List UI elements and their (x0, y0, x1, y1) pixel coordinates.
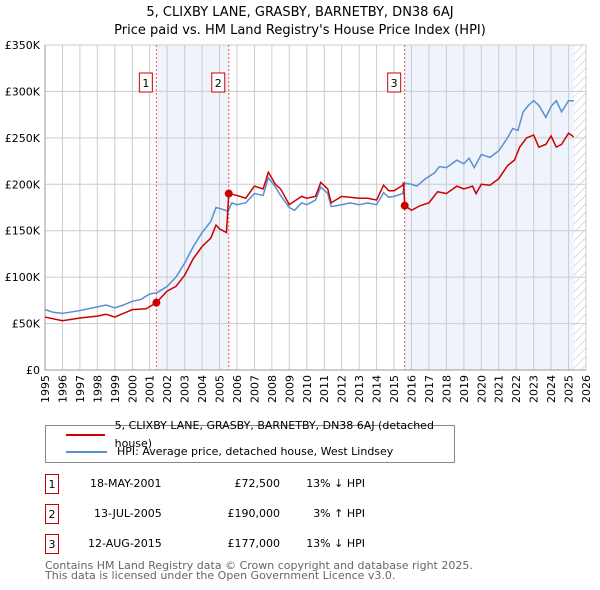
sale-date: 13-JUL-2005 (94, 507, 162, 520)
forecast-hatch (573, 45, 586, 370)
x-tick-label: 2010 (301, 375, 314, 403)
y-tick-label: £100K (5, 271, 41, 284)
sale-marker-badge: 1 (45, 474, 59, 494)
x-tick-label: 2021 (493, 375, 506, 403)
y-tick-label: £0 (26, 364, 40, 377)
x-tick-label: 2008 (266, 375, 279, 403)
legend-item-property: 5, CLIXBY LANE, GRASBY, BARNETBY, DN38 6… (66, 419, 454, 450)
x-tick-label: 2009 (283, 375, 296, 403)
sale-marker-badge: 3 (45, 534, 59, 554)
sale-delta: 13% ↓ HPI (306, 537, 365, 550)
legend-label: 5, CLIXBY LANE, GRASBY, BARNETBY, DN38 6… (114, 419, 434, 450)
x-tick-label: 2024 (545, 375, 558, 403)
y-tick-label: £150K (5, 225, 41, 238)
x-tick-label: 2025 (563, 375, 576, 403)
sale-label-box (387, 72, 402, 93)
x-tick-label: 2003 (179, 375, 192, 403)
sale-delta: 3% ↑ HPI (313, 507, 365, 520)
property-line (44, 132, 575, 322)
sale-price: £177,000 (227, 537, 281, 550)
x-tick-label: 1997 (74, 375, 87, 403)
title-line: 5, CLIXBY LANE, GRASBY, BARNETBY, DN38 6… (146, 5, 454, 20)
x-tick-label: 2004 (196, 375, 209, 403)
x-tick-label: 2023 (528, 375, 541, 403)
sale-label: 1 (142, 77, 149, 90)
sale-row: 1 18-MAY-2001 £72,500 13% ↓ HPI (45, 474, 445, 494)
sale-marker-badge: 2 (45, 504, 59, 524)
x-tick-label: 2005 (214, 375, 227, 403)
sale-price: £72,500 (234, 477, 281, 490)
x-tick-label: 1996 (56, 375, 69, 403)
sale-label: 3 (391, 77, 398, 90)
y-tick-label: £50K (12, 318, 41, 331)
x-tick-label: 1999 (109, 375, 122, 403)
x-tick-label: 2006 (231, 375, 244, 403)
x-tick-label: 2022 (510, 375, 523, 403)
shaded-range (404, 45, 574, 370)
x-tick-label: 2012 (336, 375, 349, 403)
sale-row: 3 12-AUG-2015 £177,000 13% ↓ HPI (45, 534, 445, 554)
sale-point (152, 298, 161, 307)
sale-label-box (211, 72, 226, 93)
legend-label: HPI: Average price, detached house, West… (117, 445, 394, 458)
chart: 1995 1996 1997 1998 1999 2000 2001 2002 2003 2004… (5, 39, 593, 403)
x-tick-label: 2015 (388, 375, 401, 403)
x-tick-label: 2007 (248, 375, 261, 403)
x-tick-label: 2018 (440, 375, 453, 403)
sale-date: 18-MAY-2001 (90, 477, 162, 490)
sale-label: 2 (215, 77, 222, 90)
x-tick-label: 2020 (475, 375, 488, 403)
subtitle-line: Price paid vs. HM Land Registry's House … (114, 23, 486, 38)
sale-row: 2 13-JUL-2005 £190,000 3% ↑ HPI (45, 504, 445, 524)
x-tick-label: 2013 (353, 375, 366, 403)
sale-point (400, 201, 409, 210)
chart-title: 5, CLIXBY LANE, GRASBY, BARNETBY, DN38 6… (0, 4, 600, 40)
sale-label-box (138, 72, 153, 93)
x-tick-label: 1998 (91, 375, 104, 403)
hpi-line (44, 99, 574, 315)
x-tick-label: 2017 (423, 375, 436, 403)
x-tick-label: 2001 (144, 375, 157, 403)
x-tick-label: 1995 (39, 375, 52, 403)
sale-delta: 13% ↓ HPI (306, 477, 365, 490)
y-tick-label: £300K (5, 85, 41, 98)
x-tick-label: 2019 (458, 375, 471, 403)
legend-swatch-blue (66, 451, 107, 453)
sale-price: £190,000 (227, 507, 281, 520)
legend-item-hpi: HPI: Average price, detached house, West… (66, 443, 393, 461)
footer-line: This data is licensed under the Open Gov… (45, 569, 396, 582)
legend: 5, CLIXBY LANE, GRASBY, BARNETBY, DN38 6… (45, 419, 455, 463)
x-tick-label: 2002 (161, 375, 174, 403)
sale-date: 12-AUG-2015 (88, 537, 162, 550)
sale-point (224, 189, 233, 198)
x-tick-label: 2000 (126, 375, 139, 403)
x-tick-label: 2016 (405, 375, 418, 403)
legend-swatch-red (66, 434, 105, 436)
y-tick-label: £350K (5, 39, 41, 52)
y-tick-label: £200K (5, 178, 41, 191)
x-tick-label: 2011 (318, 375, 331, 403)
x-tick-label: 2014 (371, 375, 384, 403)
x-tick-label: 2026 (580, 375, 593, 403)
y-tick-label: £250K (5, 132, 41, 145)
footer-line: Contains HM Land Registry data © Crown c… (45, 559, 473, 572)
footer: Contains HM Land Registry data © Crown c… (45, 559, 473, 582)
